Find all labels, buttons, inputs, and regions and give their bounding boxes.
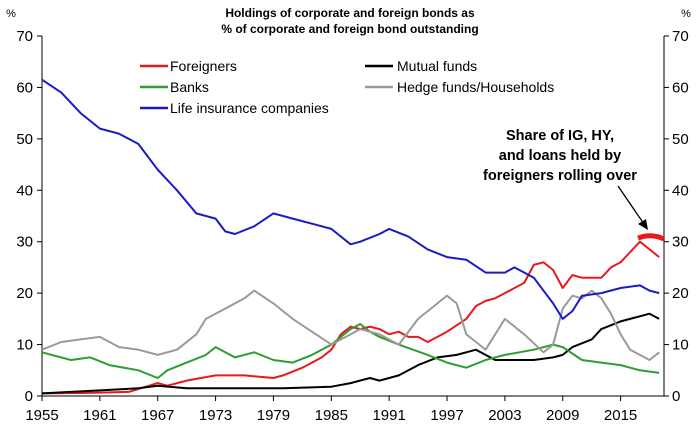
right-y-tick-label: 70 <box>672 28 689 45</box>
annotation-line-1: Share of IG, HY, <box>506 128 614 144</box>
right-y-tick-label: 0 <box>672 388 680 405</box>
chart-title: Holdings of corporate and foreign bonds … <box>225 6 475 20</box>
rolling-over-highlight <box>637 233 666 242</box>
right-axis-unit: % <box>681 8 691 20</box>
legend-label-banks: Banks <box>170 79 209 95</box>
left-y-tick-label: 10 <box>16 337 33 354</box>
series-lines <box>41 78 660 395</box>
left-y-tick-label: 70 <box>16 28 33 45</box>
annotation-arrow-shaft <box>617 185 645 225</box>
right-y-tick-label: 20 <box>672 285 689 302</box>
series-line-foreigners <box>41 240 660 395</box>
left-y-tick-label: 60 <box>16 79 33 96</box>
annotation-line-3: foreigners rolling over <box>483 168 637 184</box>
legend: Foreigners Mutual funds Banks Hedge fund… <box>140 58 554 116</box>
series-line-life-insurance-companies <box>41 78 660 320</box>
annotation-arrow-head <box>638 219 648 230</box>
annotation: Share of IG, HY, and loans held by forei… <box>483 128 666 242</box>
x-tick-label: 1997 <box>430 407 463 424</box>
right-y-tick-label: 40 <box>672 182 689 199</box>
series-line-mutual-funds <box>41 312 660 395</box>
series-line-banks <box>41 323 660 379</box>
left-y-tick-label: 0 <box>25 388 33 405</box>
left-y-tick-label: 40 <box>16 182 33 199</box>
left-y-tick-label: 50 <box>16 131 33 148</box>
x-tick-label: 1967 <box>141 407 174 424</box>
right-y-tick-label: 60 <box>672 79 689 96</box>
annotation-line-2: and loans held by <box>499 148 621 164</box>
legend-label-foreigners: Foreigners <box>170 58 237 74</box>
x-tick-label: 1979 <box>257 407 290 424</box>
left-axis-unit: % <box>6 8 16 20</box>
x-tick-label: 2009 <box>546 407 579 424</box>
x-tick-label: 1985 <box>315 407 348 424</box>
right-y-tick-label: 30 <box>672 234 689 251</box>
legend-label-mutual-funds: Mutual funds <box>397 58 477 74</box>
left-y-tick-label: 30 <box>16 234 33 251</box>
axes: 0 0 10 10 20 20 30 30 40 40 50 50 60 60 70 70 1955 1961 19… <box>16 28 688 424</box>
series-line-hedge-funds-households <box>41 289 660 361</box>
right-y-tick-label: 50 <box>672 131 689 148</box>
left-y-tick-label: 20 <box>16 285 33 302</box>
x-tick-label: 1973 <box>199 407 232 424</box>
right-y-tick-label: 10 <box>672 337 689 354</box>
x-tick-label: 1955 <box>25 407 58 424</box>
x-tick-label: 2015 <box>604 407 637 424</box>
legend-label-life-insurance: Life insurance companies <box>170 100 329 116</box>
legend-label-hedge-funds-households: Hedge funds/Households <box>397 79 554 95</box>
x-tick-label: 1961 <box>83 407 116 424</box>
x-tick-label: 2003 <box>488 407 521 424</box>
x-tick-label: 1991 <box>372 407 405 424</box>
chart-subtitle: % of corporate and foreign bond outstand… <box>221 22 478 36</box>
